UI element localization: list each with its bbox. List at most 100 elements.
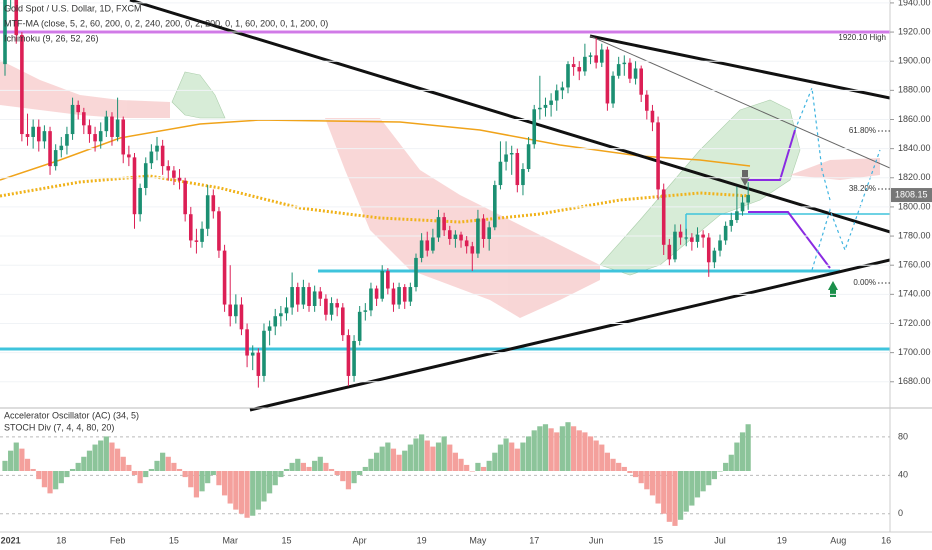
candle-body bbox=[357, 311, 362, 341]
candle-body bbox=[70, 104, 75, 135]
arrow-down bbox=[742, 170, 748, 177]
candle-body bbox=[48, 131, 52, 167]
ac-bar bbox=[661, 471, 667, 514]
candle-body bbox=[307, 287, 311, 306]
arrow-up bbox=[830, 290, 836, 297]
ichimoku-cloud bbox=[0, 60, 880, 318]
ac-bar bbox=[137, 471, 143, 484]
ac-bar bbox=[19, 448, 25, 471]
candle-body bbox=[661, 189, 666, 245]
candle-body bbox=[42, 131, 47, 142]
ac-bar bbox=[480, 466, 487, 471]
candle-body bbox=[188, 214, 193, 241]
ac-bar bbox=[115, 448, 121, 471]
ac-bar bbox=[666, 471, 672, 522]
ac-bar bbox=[41, 471, 48, 488]
ac-bar bbox=[503, 438, 509, 471]
candle-body bbox=[493, 185, 497, 228]
ac-bar bbox=[582, 432, 588, 471]
ac-bar bbox=[351, 471, 357, 484]
candle-body bbox=[82, 112, 86, 126]
candle-body bbox=[127, 154, 131, 158]
ac-bar bbox=[244, 471, 250, 518]
ac-bar bbox=[379, 446, 385, 471]
ac-bar bbox=[340, 471, 346, 482]
candle-body bbox=[312, 291, 317, 306]
ac-bar bbox=[435, 442, 442, 471]
fib-label: 61.80% bbox=[849, 126, 876, 135]
candle-body bbox=[554, 90, 559, 101]
candle-body bbox=[256, 352, 261, 376]
x-tick-label: Feb bbox=[110, 535, 126, 545]
ac-bar bbox=[148, 468, 154, 471]
ac-bar bbox=[312, 460, 318, 471]
ac-bar bbox=[576, 430, 582, 471]
candle-body bbox=[155, 145, 159, 152]
ac-bar bbox=[238, 471, 245, 514]
candle-body bbox=[363, 310, 368, 312]
candle-body bbox=[172, 170, 176, 178]
legend-ma: MTF-MA (close, 5, 2, 60, 200, 0, 2, 240,… bbox=[4, 18, 328, 28]
candle-body bbox=[678, 231, 683, 238]
ac-bar bbox=[165, 456, 171, 471]
ac-bar bbox=[430, 446, 436, 471]
projection bbox=[748, 129, 796, 181]
candle-body bbox=[639, 68, 643, 95]
ac-bar bbox=[81, 456, 87, 471]
candle-body bbox=[549, 100, 553, 105]
ac-bar bbox=[289, 462, 295, 471]
candle-body bbox=[695, 234, 700, 242]
ac-bar bbox=[300, 462, 306, 471]
candle-body bbox=[571, 64, 576, 68]
moving-average bbox=[0, 119, 751, 181]
cloud-green bbox=[171, 71, 226, 119]
candle-body bbox=[65, 134, 69, 146]
x-tick-label: Jun bbox=[589, 535, 604, 545]
ac-bar bbox=[58, 471, 64, 484]
candle-body bbox=[560, 87, 565, 91]
x-tick-label: 16 bbox=[881, 535, 891, 545]
ac-bar bbox=[283, 468, 290, 471]
candle-body bbox=[464, 240, 469, 247]
ac-bar bbox=[278, 471, 284, 478]
ac-bar bbox=[131, 471, 138, 476]
ac-bar bbox=[24, 458, 31, 471]
candle-body bbox=[25, 134, 30, 137]
candle-body bbox=[138, 187, 142, 215]
candle-body bbox=[183, 180, 187, 215]
candle-body bbox=[397, 287, 401, 305]
candle-body bbox=[740, 202, 745, 212]
price-label-box bbox=[891, 188, 932, 203]
ac-bar bbox=[86, 450, 93, 471]
ac-bar bbox=[514, 448, 520, 471]
y-tick-label: 1700.00 bbox=[898, 347, 931, 357]
candle-body bbox=[419, 240, 424, 258]
candle-body bbox=[498, 161, 503, 186]
candle-body bbox=[121, 119, 126, 155]
ac-bar bbox=[199, 471, 205, 492]
ac-bar bbox=[644, 471, 650, 490]
candle-body bbox=[200, 228, 204, 242]
candle-body bbox=[459, 234, 463, 241]
y-tick-label: 1820.00 bbox=[898, 172, 931, 182]
y-tick-label: 80 bbox=[898, 431, 908, 441]
ac-bar bbox=[469, 471, 475, 472]
candle-body bbox=[222, 250, 227, 305]
candle-body bbox=[386, 271, 390, 289]
ac-bar bbox=[53, 471, 59, 490]
x-tick-label: May bbox=[469, 535, 487, 545]
trend-line bbox=[249, 258, 891, 412]
y-tick-label: 1860.00 bbox=[898, 114, 931, 124]
ac-bar bbox=[419, 434, 425, 471]
ac-bar bbox=[373, 452, 380, 471]
legend-ac: Accelerator Oscillator (AC) (34, 5) bbox=[4, 410, 139, 420]
candle-body bbox=[290, 287, 294, 308]
ac-bar bbox=[649, 471, 656, 496]
ac-bar bbox=[694, 471, 701, 498]
candle-body bbox=[408, 287, 413, 302]
candle-body bbox=[588, 55, 593, 57]
ac-bar bbox=[627, 471, 633, 474]
ac-bar bbox=[69, 468, 76, 471]
x-tick-label: 18 bbox=[56, 535, 66, 545]
candle-body bbox=[267, 326, 272, 331]
